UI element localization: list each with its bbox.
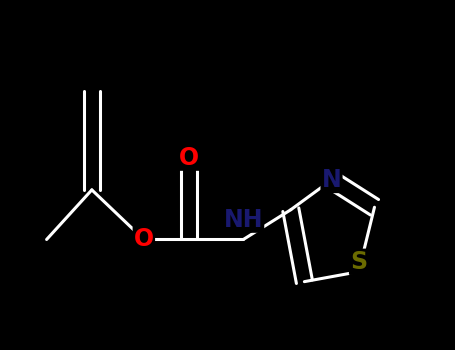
Text: N: N — [322, 168, 341, 192]
Text: O: O — [134, 228, 154, 252]
Text: S: S — [350, 250, 367, 274]
Text: NH: NH — [223, 208, 263, 232]
Text: O: O — [179, 146, 199, 170]
